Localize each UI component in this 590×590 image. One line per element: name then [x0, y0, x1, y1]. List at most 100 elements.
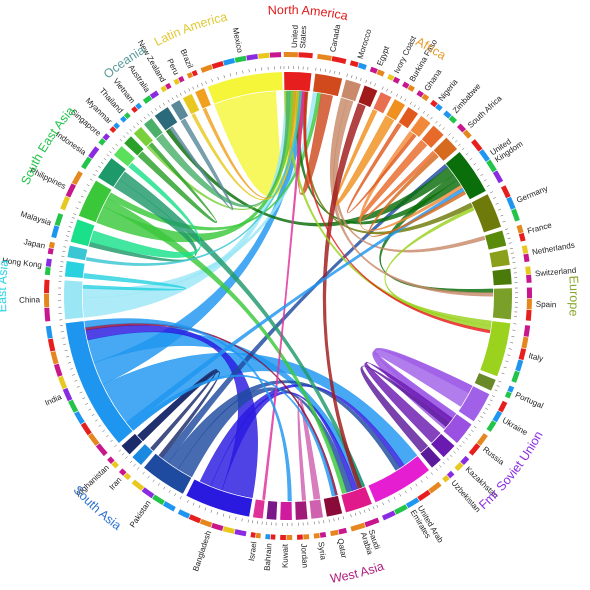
flow-ghana-to-nigeria — [347, 122, 417, 214]
tick-mark — [396, 93, 398, 97]
tick-mark — [174, 493, 177, 497]
origin-strip — [44, 307, 51, 322]
origin-strip — [319, 532, 327, 538]
tick-mark — [350, 514, 352, 518]
origin-strip — [405, 497, 420, 509]
tick-mark — [83, 189, 87, 192]
flow-philippines-to-saudi-arabia — [103, 197, 347, 494]
tick-mark — [136, 122, 139, 126]
origin-strip — [357, 62, 367, 70]
country-label-qatar: Qatar — [336, 538, 349, 560]
origin-strip — [118, 468, 127, 476]
tick-mark — [359, 511, 361, 515]
origin-strip — [446, 470, 455, 479]
tick-mark — [435, 468, 438, 471]
country-label-portugal: Portugal — [514, 390, 545, 410]
flow-syria-to-jordan — [297, 397, 321, 501]
origin-strip — [387, 73, 395, 81]
origin-strip — [428, 481, 442, 494]
origin-strip — [456, 123, 467, 133]
country-label-nigeria: Nigeria — [437, 77, 460, 103]
tick-mark — [100, 161, 104, 165]
tick-mark — [78, 201, 82, 204]
tick-mark — [329, 69, 331, 73]
origin-strip — [222, 526, 235, 534]
origin-strip — [468, 443, 481, 456]
tick-mark — [248, 69, 250, 73]
segment-italy — [480, 321, 511, 377]
tick-mark — [211, 78, 213, 82]
tick-mark — [70, 221, 74, 224]
tick-mark — [505, 360, 509, 362]
origin-strip — [521, 245, 529, 254]
tick-mark — [490, 191, 494, 194]
flow-india-to-qatar — [129, 375, 336, 497]
tick-mark — [236, 71, 238, 75]
tick-mark — [73, 213, 77, 215]
tick-mark — [192, 502, 195, 506]
tick-mark — [68, 226, 72, 228]
tick-mark — [92, 173, 96, 176]
tick-mark — [75, 207, 79, 209]
tick-mark — [381, 86, 384, 90]
origin-strip — [430, 99, 438, 108]
tick-mark — [404, 98, 407, 102]
tick-mark — [109, 151, 112, 154]
tick-mark — [147, 113, 150, 117]
region-label-europe: Europe — [566, 275, 581, 317]
origin-strip — [107, 456, 115, 464]
region-label-fmr-soviet-union: Fmr Soviet Union — [476, 429, 545, 512]
tick-mark — [369, 81, 372, 85]
tick-mark — [91, 414, 95, 417]
flow-malaysia-to-singapore — [89, 162, 201, 258]
segment-united-arab-emirates — [368, 456, 429, 503]
segment-myanmar — [124, 136, 144, 156]
tick-mark — [64, 349, 68, 352]
tick-mark — [69, 368, 73, 370]
tick-mark — [459, 444, 462, 448]
tick-mark — [462, 441, 465, 444]
tick-mark — [74, 380, 78, 382]
country-label-switzerland: Switzerland — [535, 266, 577, 279]
origin-strip — [173, 78, 180, 85]
origin-strip — [349, 60, 359, 68]
tick-mark — [501, 372, 505, 375]
tick-mark — [86, 184, 90, 187]
tick-mark — [374, 83, 376, 87]
tick-mark — [179, 496, 182, 500]
flow-zimbabwe-to-south-africa — [357, 139, 437, 223]
origin-strip — [269, 52, 282, 58]
origin-strip — [71, 170, 83, 186]
tick-mark — [64, 240, 68, 242]
flow-pakistan-to-united-kingdom — [161, 163, 448, 463]
tick-mark — [119, 138, 123, 142]
segment-indonesia — [98, 158, 126, 187]
tick-mark — [382, 502, 384, 506]
tick-mark — [473, 425, 477, 429]
origin-strip — [331, 56, 347, 64]
origin-strip — [95, 443, 108, 457]
origin-strip — [523, 253, 530, 263]
origin-strip — [518, 232, 526, 242]
segment-canada — [313, 73, 343, 97]
tick-mark — [126, 132, 129, 135]
tick-mark — [167, 99, 170, 103]
country-label-israel: Israel — [247, 541, 259, 562]
origin-strip — [516, 224, 524, 234]
origin-strip — [462, 129, 472, 139]
origin-strip — [102, 133, 110, 141]
tick-mark — [338, 517, 340, 521]
origin-strip — [283, 51, 299, 58]
segment-egypt — [358, 85, 378, 108]
tick-mark — [79, 391, 83, 394]
flow-egypt-to-saudi-arabia — [322, 103, 366, 489]
origin-strip — [44, 279, 50, 294]
segment-zimbabwe — [421, 125, 444, 148]
flow-myanmar-to-thailand — [137, 142, 218, 224]
country-label-china: China — [19, 295, 41, 304]
segment-united-states — [284, 72, 312, 92]
tick-mark — [94, 419, 98, 422]
tick-marks-layer — [44, 51, 532, 540]
tick-mark — [338, 71, 340, 75]
